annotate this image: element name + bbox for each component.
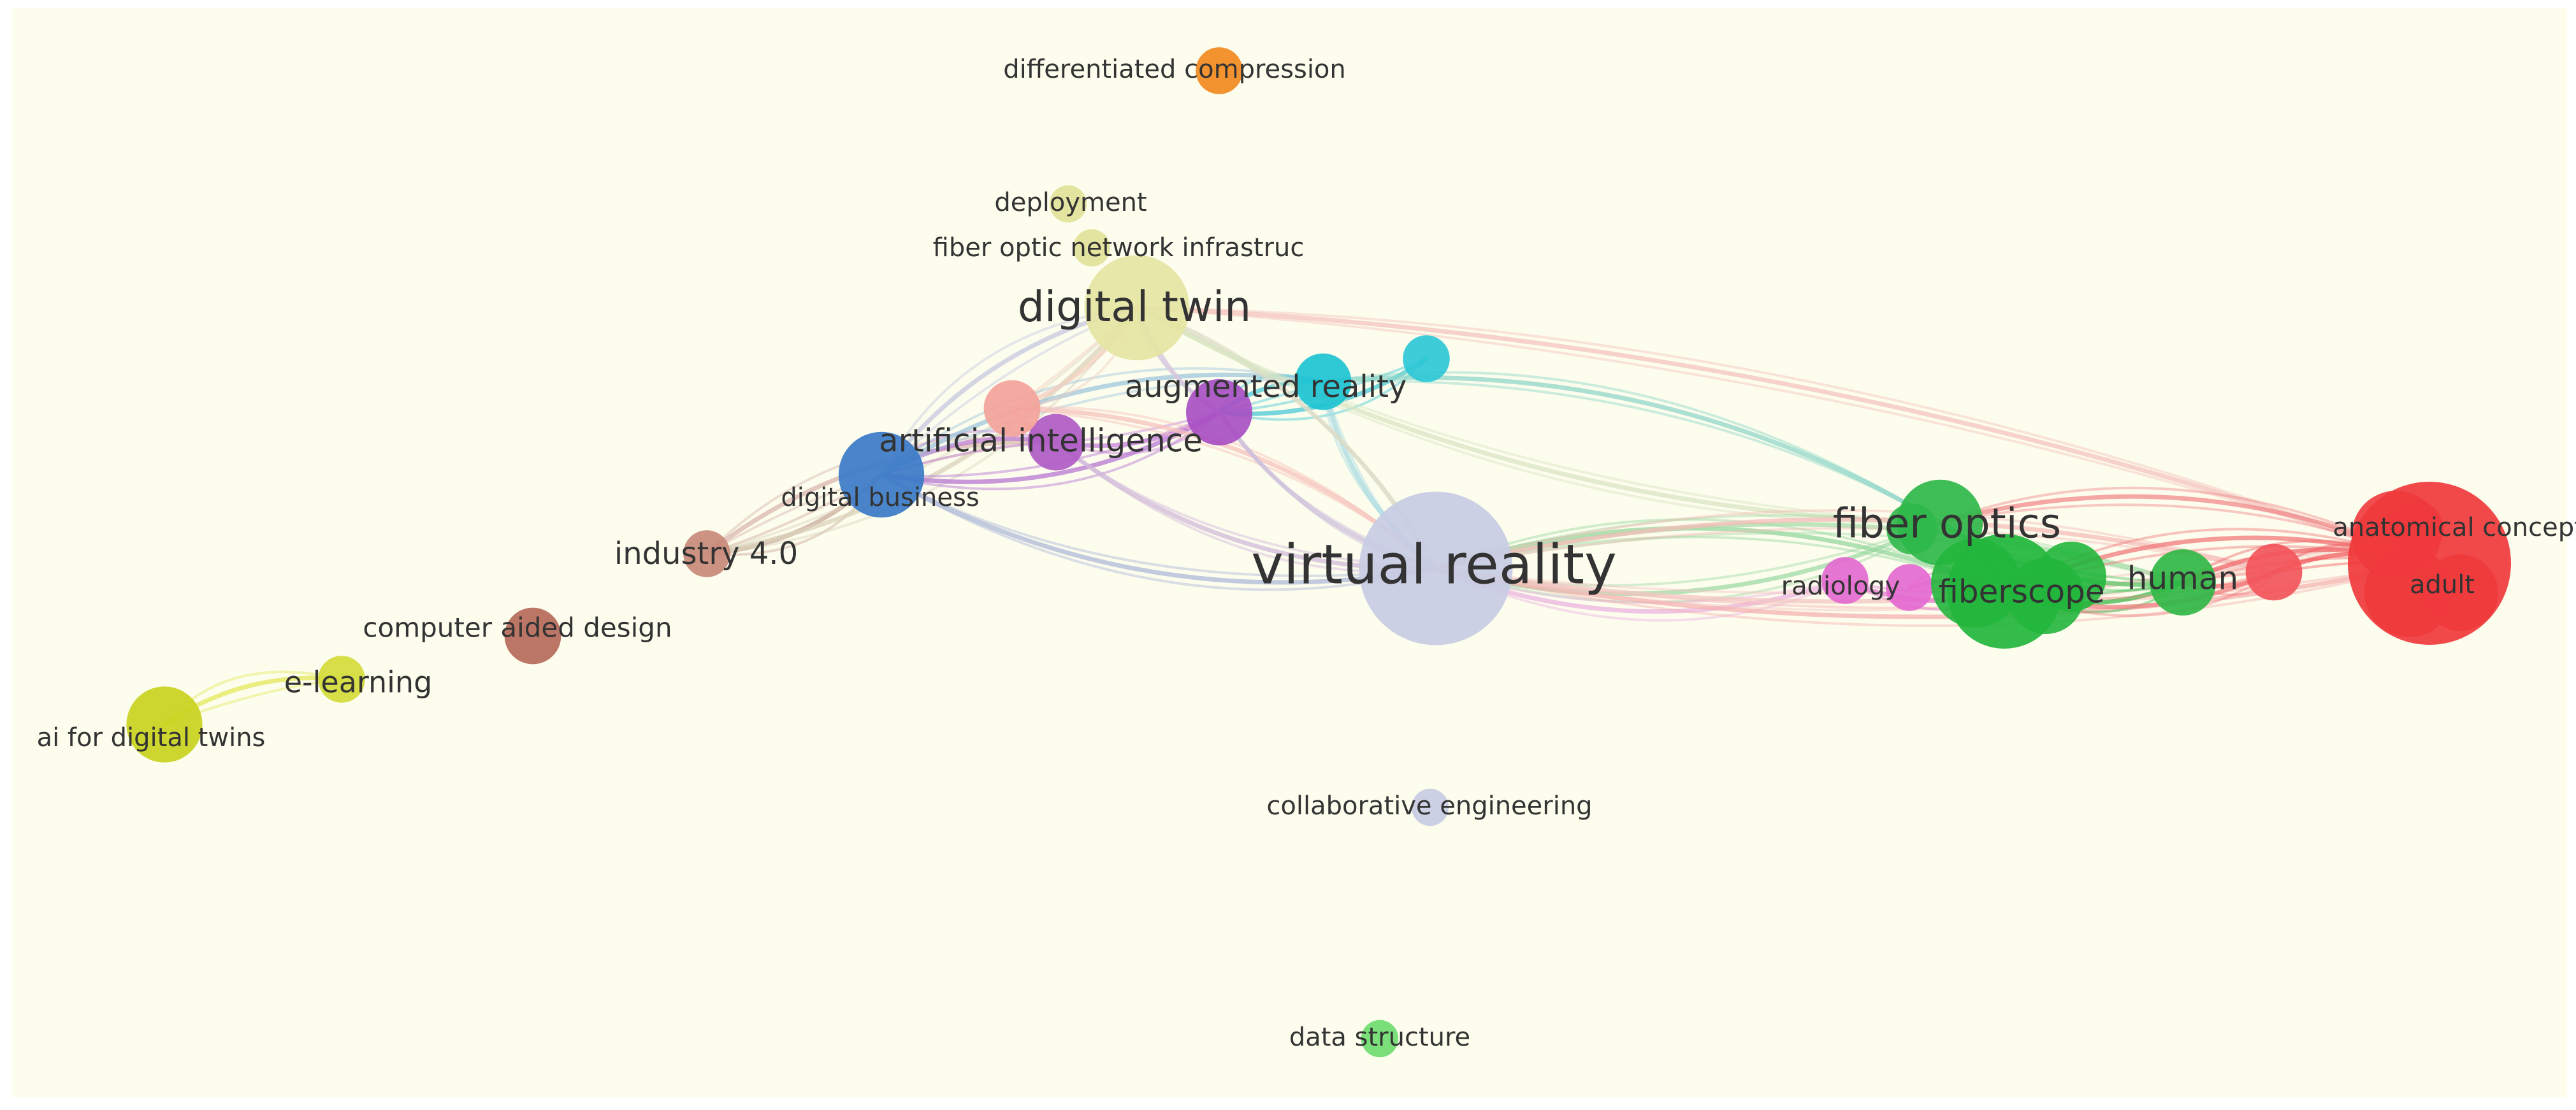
node-fiberscope-cluster-2 — [2036, 542, 2106, 612]
label-virtual-reality: virtual reality — [1251, 533, 1617, 596]
edge-virtual-reality-red-node — [1435, 526, 2275, 573]
edge-digital-business-cyan-node — [880, 378, 1324, 476]
node-data-structure[interactable] — [1361, 1020, 1399, 1058]
label-deployment: deployment — [994, 188, 1147, 217]
label-layer: differentiated compression deployment fibe… — [37, 55, 2576, 1052]
label-fiberscope: fiberscope — [1938, 573, 2104, 610]
label-computer-aided-design: computer aided design — [363, 612, 672, 644]
edge-digital-business-virtual-reality — [879, 472, 1438, 585]
edge-digital-business-virtual-reality — [880, 473, 1437, 577]
label-digital-twin: digital twin — [1018, 282, 1251, 331]
edge-digital-twin-adult — [1134, 305, 2432, 566]
edge-digital-business-augmented-reality — [879, 410, 1222, 484]
edge-digital-twin-adult — [1136, 306, 2431, 565]
node-fiber-optic-network[interactable] — [1073, 229, 1111, 267]
label-industry-4: industry 4.0 — [614, 536, 798, 572]
edge-digital-business-cyan-node — [880, 367, 1324, 476]
node-industry-4[interactable] — [683, 530, 730, 577]
edge-virtual-reality-red-node — [1435, 508, 2275, 573]
node-layer — [126, 47, 2511, 1058]
node-deployment[interactable] — [1049, 185, 1087, 223]
node-ai-for-digital-twins[interactable] — [126, 686, 203, 763]
edge-digital-twin-fiber-optics — [1136, 306, 1941, 524]
edge-digital-business-virtual-reality — [880, 473, 1437, 591]
label-anatomical-concepts: anatomical concepts — [2333, 513, 2576, 542]
node-salmon-node[interactable] — [983, 380, 1041, 437]
label-fiber-optic-network: fiber optic network infrastruc — [933, 233, 1305, 263]
node-human[interactable] — [2150, 549, 2216, 616]
label-digital-business: digital business — [781, 483, 979, 512]
label-human: human — [2127, 560, 2238, 597]
node-pink-node[interactable] — [1886, 564, 1933, 611]
node-cyan-node-2[interactable] — [1403, 335, 1450, 382]
label-e-learning: e-learning — [284, 665, 433, 700]
node-adult-cluster-2 — [2364, 548, 2454, 637]
node-fiber-optics-cluster-0 — [1886, 503, 1937, 554]
node-fiberscope-cluster-0 — [1931, 538, 2020, 628]
node-digital-business[interactable] — [838, 431, 925, 518]
node-red-node[interactable] — [2245, 544, 2303, 601]
node-collaborative-engineering[interactable] — [1411, 788, 1449, 826]
node-radiology[interactable] — [1821, 557, 1869, 604]
label-data-structure: data structure — [1289, 1023, 1470, 1052]
label-adult: adult — [2410, 570, 2475, 600]
edge-digital-twin-fiber-optics — [1134, 305, 1943, 525]
node-artificial-intelligence[interactable] — [1027, 414, 1085, 471]
edge-virtual-reality-fiberscope — [1433, 526, 2007, 594]
label-collaborative-engineering: collaborative engineering — [1266, 791, 1592, 821]
edge-industry-4-digital-twin — [706, 306, 1138, 555]
edge-industry-4-digital-twin — [704, 305, 1140, 556]
node-differentiated-compression[interactable] — [1196, 47, 1243, 94]
node-digital-twin[interactable] — [1084, 255, 1190, 361]
node-augmented-reality[interactable] — [1186, 379, 1252, 445]
label-augmented-reality: augmented reality — [1125, 369, 1407, 405]
node-cyan-node[interactable] — [1294, 353, 1352, 410]
label-differentiated-compression: differentiated compression — [1003, 55, 1346, 84]
edge-digital-twin-adult — [1136, 306, 2431, 565]
label-ai-for-digital-twins: ai for digital twins — [37, 723, 266, 753]
edge-digital-business-cyan-node — [879, 372, 1326, 477]
label-artificial-intelligence: artificial intelligence — [879, 422, 1203, 459]
label-fiber-optics: fiber optics — [1833, 501, 2061, 548]
label-radiology: radiology — [1781, 572, 1900, 601]
node-computer-aided-design[interactable] — [504, 607, 561, 665]
edge-digital-business-augmented-reality — [880, 411, 1220, 491]
node-e-learning[interactable] — [318, 656, 365, 703]
node-virtual-reality[interactable] — [1359, 491, 1513, 645]
